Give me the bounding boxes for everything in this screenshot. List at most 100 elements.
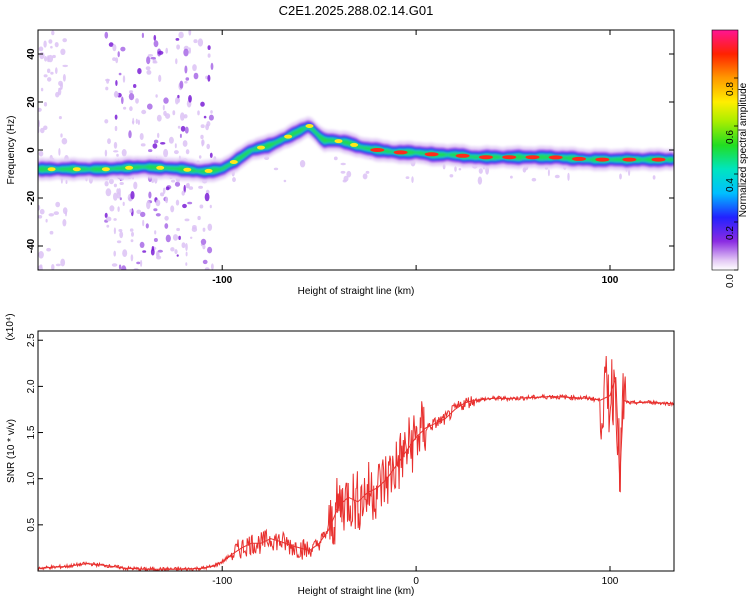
noise-speckle-164 xyxy=(207,53,211,58)
noise-speckle-310 xyxy=(39,208,45,215)
noise-speckle-301 xyxy=(49,230,54,235)
ridge-hotspot-22 xyxy=(595,157,610,162)
noise-speckle-261 xyxy=(55,67,58,74)
colorbar-tick-label-3: 0.6 xyxy=(725,130,736,144)
noise-speckle-160 xyxy=(204,192,210,202)
colorbar-tick-label-4: 0.8 xyxy=(725,82,736,96)
noise-speckle-112 xyxy=(121,265,127,270)
ridge-hotspot-4 xyxy=(156,165,165,170)
noise-speckle-14 xyxy=(112,44,117,52)
noise-speckle-35 xyxy=(121,96,124,105)
noise-speckle-148 xyxy=(104,31,109,39)
noise-speckle-15 xyxy=(198,155,202,159)
ridge-hotspot-15 xyxy=(424,152,439,157)
snr-y-tick-label-2: 1.5 xyxy=(26,425,37,439)
noise-speckle-252 xyxy=(177,94,180,99)
noise-speckle-36 xyxy=(175,58,178,65)
noise-speckle-88 xyxy=(133,181,138,190)
noise-speckle-12 xyxy=(162,187,166,194)
noise-speckle-309 xyxy=(60,48,66,55)
noise-speckle-171 xyxy=(179,133,182,138)
noise-speckle-218 xyxy=(113,91,119,98)
noise-speckle-229 xyxy=(135,98,139,104)
noise-speckle-237 xyxy=(105,78,110,82)
snr-x-tick-label-1: 0 xyxy=(413,576,419,587)
noise-speckle-166 xyxy=(188,186,194,190)
noise-speckle-91 xyxy=(165,234,171,243)
noise-speckle-289 xyxy=(62,207,68,215)
noise-speckle-208 xyxy=(146,200,151,210)
noise-speckle-248 xyxy=(155,94,158,98)
noise-speckle-193 xyxy=(178,31,184,39)
noise-speckle-63 xyxy=(150,56,156,60)
noise-speckle-244 xyxy=(129,208,133,213)
noise-speckle-392 xyxy=(346,170,352,178)
noise-speckle-29 xyxy=(182,203,187,209)
noise-speckle-34 xyxy=(199,204,204,209)
ridge-hotspot-8 xyxy=(257,145,265,150)
noise-speckle-169 xyxy=(137,68,142,75)
snr-frame xyxy=(37,330,675,572)
snr-x-tick-label-0: -100 xyxy=(212,576,232,587)
noise-speckle-298 xyxy=(46,247,51,252)
noise-speckle-285 xyxy=(61,137,68,145)
noise-speckle-134 xyxy=(185,251,188,257)
noise-speckle-268 xyxy=(48,213,55,217)
noise-speckle-10 xyxy=(175,199,180,206)
noise-speckle-376 xyxy=(652,175,656,180)
noise-speckle-319 xyxy=(39,52,45,60)
noise-speckle-292 xyxy=(46,55,50,63)
noise-speckle-211 xyxy=(197,215,201,221)
colorbar: 0.0 0.2 0.4 0.6 0.8 Normalized spectral ampl… xyxy=(711,29,749,288)
noise-speckle-51 xyxy=(136,261,141,265)
noise-speckle-72 xyxy=(192,225,197,230)
noise-speckle-179 xyxy=(122,201,125,206)
ridge-hotspot-23 xyxy=(622,157,637,162)
noise-speckle-290 xyxy=(39,264,43,269)
noise-speckle-128 xyxy=(153,208,158,212)
noise-speckle-49 xyxy=(142,250,147,253)
noise-speckle-102 xyxy=(141,32,144,39)
noise-speckle-113 xyxy=(210,62,214,70)
noise-speckle-408 xyxy=(299,160,306,168)
noise-speckle-371 xyxy=(365,170,370,174)
noise-speckle-249 xyxy=(209,152,213,158)
snr-plot: -100 0 100 0.5 1.0 1.5 2.0 2.5 Height of straig… xyxy=(5,313,675,597)
spectrogram-y-tick-label-0: -40 xyxy=(26,238,37,253)
ridge-layer xyxy=(38,116,674,183)
ridge-hotspot-3 xyxy=(125,165,134,170)
noise-speckle-315 xyxy=(47,77,52,82)
noise-speckle-151 xyxy=(145,66,151,71)
noise-speckle-225 xyxy=(179,80,184,89)
noise-speckle-313 xyxy=(55,91,60,98)
noise-speckle-159 xyxy=(163,97,169,104)
noise-speckle-4 xyxy=(174,249,178,255)
noise-speckle-236 xyxy=(207,223,213,231)
noise-speckle-57 xyxy=(148,149,153,153)
noise-speckle-286 xyxy=(43,125,48,131)
ridge-hotspot-1 xyxy=(72,167,81,172)
ridge-hotspot-6 xyxy=(204,168,213,173)
noise-speckle-288 xyxy=(60,258,66,267)
noise-speckle-67 xyxy=(160,192,165,197)
noise-speckle-197 xyxy=(202,244,206,250)
noise-speckle-260 xyxy=(54,42,59,48)
noise-speckle-107 xyxy=(174,150,179,155)
noise-speckle-188 xyxy=(172,110,176,116)
noise-speckle-127 xyxy=(174,181,181,187)
ridge-hotspot-5 xyxy=(183,167,192,172)
noise-speckle-152 xyxy=(118,264,122,270)
noise-speckle-122 xyxy=(113,183,117,188)
noise-speckle-114 xyxy=(165,47,168,54)
noise-speckle-106 xyxy=(164,215,169,221)
noise-speckle-297 xyxy=(52,54,56,59)
noise-speckle-48 xyxy=(180,112,185,121)
noise-speckle-206 xyxy=(185,183,189,189)
colorbar-ticks: 0.0 0.2 0.4 0.6 0.8 xyxy=(725,77,738,288)
noise-speckle-66 xyxy=(176,227,181,232)
noise-speckle-212 xyxy=(207,246,213,254)
noise-speckle-17 xyxy=(172,234,179,241)
noise-speckle-311 xyxy=(44,56,48,62)
